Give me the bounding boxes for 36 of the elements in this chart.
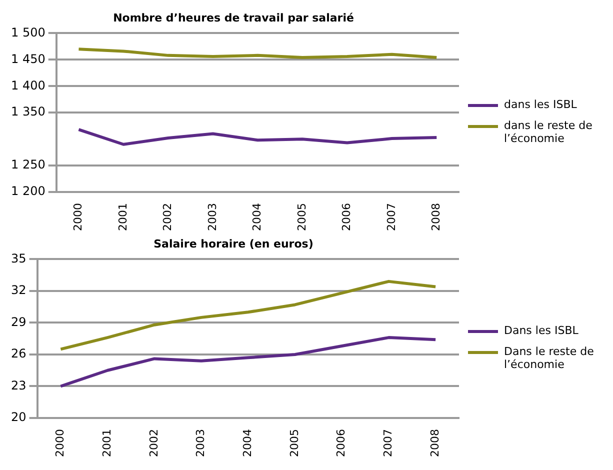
y-tick-label: 20: [10, 410, 26, 424]
legend-label: Dans les ISBL: [504, 324, 578, 336]
y-tick-label: 1 200: [10, 184, 46, 198]
x-tick-label: 2007: [384, 203, 398, 232]
y-tick-label: 1 250: [10, 158, 46, 172]
chart-title: Nombre d’heures de travail par salarié: [113, 11, 354, 24]
x-tick-label: 2006: [340, 203, 354, 232]
x-tick-label: 2002: [161, 203, 174, 232]
x-tick-label: 2004: [240, 429, 254, 458]
x-tick-label: 2005: [295, 203, 308, 232]
legend-label: dans les ISBL: [504, 98, 577, 110]
x-tick-label: 2003: [206, 203, 219, 232]
x-tick-label: 2008: [428, 429, 442, 458]
legend-label: dans le reste de l’économie: [504, 118, 594, 144]
x-tick-label: 2001: [100, 429, 114, 458]
x-tick-label: 2003: [194, 429, 208, 458]
y-tick-label: 35: [10, 251, 26, 266]
legend-label: Dans le reste de l’économie: [504, 344, 595, 370]
x-tick-label: 2000: [54, 429, 67, 458]
y-tick-label: 1 450: [10, 52, 46, 66]
chart-title: Salaire horaire (en euros): [154, 237, 314, 250]
y-tick-label: 32: [10, 283, 26, 298]
x-tick-label: 2002: [147, 429, 160, 458]
y-tick-label: 1 350: [10, 104, 46, 119]
x-tick-label: 2000: [72, 203, 85, 232]
y-tick-label: 23: [10, 378, 26, 392]
x-tick-label: 2001: [116, 203, 130, 232]
y-tick-label: 1 400: [10, 78, 46, 92]
x-tick-label: 2004: [250, 203, 264, 232]
y-tick-label: 29: [10, 314, 26, 329]
x-tick-label: 2006: [334, 429, 348, 458]
x-tick-label: 2005: [288, 429, 301, 458]
x-tick-label: 2007: [382, 429, 395, 458]
x-tick-label: 2008: [429, 203, 442, 232]
y-tick-label: 1 500: [10, 25, 46, 40]
y-tick-label: 26: [10, 346, 26, 361]
